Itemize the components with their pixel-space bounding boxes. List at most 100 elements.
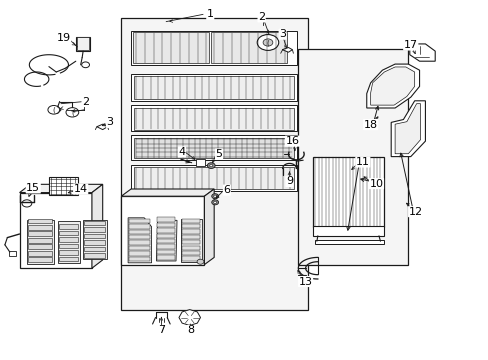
Bar [182, 251, 200, 255]
Text: 11: 11 [355, 157, 369, 167]
Bar [28, 231, 52, 236]
Text: 2: 2 [258, 12, 264, 22]
Circle shape [22, 200, 32, 207]
Bar [134, 76, 294, 99]
Text: 15: 15 [26, 183, 40, 193]
Bar [131, 31, 297, 65]
Bar [28, 244, 52, 249]
Bar [131, 105, 297, 131]
Bar [59, 231, 78, 235]
Bar [84, 221, 105, 225]
Bar [129, 246, 150, 250]
Text: 9: 9 [285, 176, 292, 186]
Bar [157, 217, 175, 222]
Text: 3: 3 [279, 29, 285, 39]
Bar [76, 37, 90, 51]
Polygon shape [282, 48, 292, 52]
Bar [298, 49, 407, 265]
Circle shape [263, 39, 272, 46]
Bar [133, 32, 208, 63]
Bar [28, 238, 52, 243]
Bar [84, 240, 105, 245]
Bar [312, 157, 383, 227]
Bar [134, 108, 294, 130]
Bar [129, 224, 150, 229]
Bar [131, 135, 297, 160]
Circle shape [213, 195, 216, 197]
Text: 13: 13 [298, 276, 312, 287]
Text: 3: 3 [106, 117, 113, 127]
Polygon shape [390, 101, 425, 157]
Circle shape [209, 165, 212, 167]
Text: 17: 17 [403, 40, 417, 50]
Circle shape [211, 200, 218, 205]
Text: 2: 2 [82, 96, 89, 107]
Bar [58, 221, 80, 263]
Text: (: ( [71, 109, 74, 116]
Circle shape [81, 62, 89, 68]
Bar [182, 224, 200, 228]
Polygon shape [128, 218, 151, 263]
Polygon shape [409, 44, 434, 61]
Polygon shape [121, 196, 204, 265]
Bar [157, 223, 175, 227]
Bar [131, 165, 297, 191]
Bar [129, 257, 150, 261]
Circle shape [197, 259, 203, 264]
Polygon shape [366, 64, 419, 108]
Bar [131, 74, 297, 101]
Text: 18: 18 [363, 120, 377, 130]
Polygon shape [121, 189, 214, 196]
Polygon shape [204, 189, 214, 265]
Bar [129, 251, 150, 256]
Bar [28, 219, 52, 223]
Bar [28, 257, 52, 262]
Circle shape [213, 201, 216, 203]
Bar [157, 234, 175, 238]
Text: 5: 5 [215, 149, 222, 159]
Bar [77, 37, 89, 50]
Bar [28, 225, 52, 230]
Text: 10: 10 [369, 179, 383, 189]
Bar [129, 240, 150, 245]
Circle shape [207, 163, 215, 168]
Bar [129, 235, 150, 239]
Text: 8: 8 [187, 325, 194, 336]
Bar [182, 229, 200, 234]
Circle shape [48, 105, 60, 114]
Polygon shape [49, 106, 61, 113]
Circle shape [211, 194, 218, 199]
Bar [129, 219, 150, 223]
Bar [134, 167, 294, 189]
Text: 16: 16 [285, 136, 299, 146]
Bar [129, 230, 150, 234]
Bar [9, 251, 16, 256]
Polygon shape [97, 124, 107, 130]
Bar [59, 224, 78, 229]
Bar [84, 247, 105, 251]
Bar [121, 18, 307, 310]
Polygon shape [181, 219, 202, 262]
Circle shape [257, 35, 278, 50]
Bar [157, 239, 175, 243]
Bar [211, 32, 286, 63]
Polygon shape [394, 104, 420, 154]
Bar [59, 237, 78, 242]
Polygon shape [179, 310, 200, 325]
Text: 12: 12 [408, 207, 422, 217]
Bar [182, 246, 200, 250]
Polygon shape [20, 184, 102, 193]
Bar [28, 251, 52, 256]
Bar [84, 234, 105, 238]
Bar [312, 226, 383, 236]
Text: 7: 7 [158, 325, 164, 336]
Bar [49, 177, 78, 195]
Bar [27, 220, 54, 264]
Text: 6: 6 [223, 185, 230, 195]
Bar [83, 220, 106, 259]
Text: (: ( [266, 39, 269, 46]
Bar [134, 138, 294, 158]
Text: 14: 14 [74, 184, 87, 194]
Bar [59, 257, 78, 261]
Bar [59, 244, 78, 248]
